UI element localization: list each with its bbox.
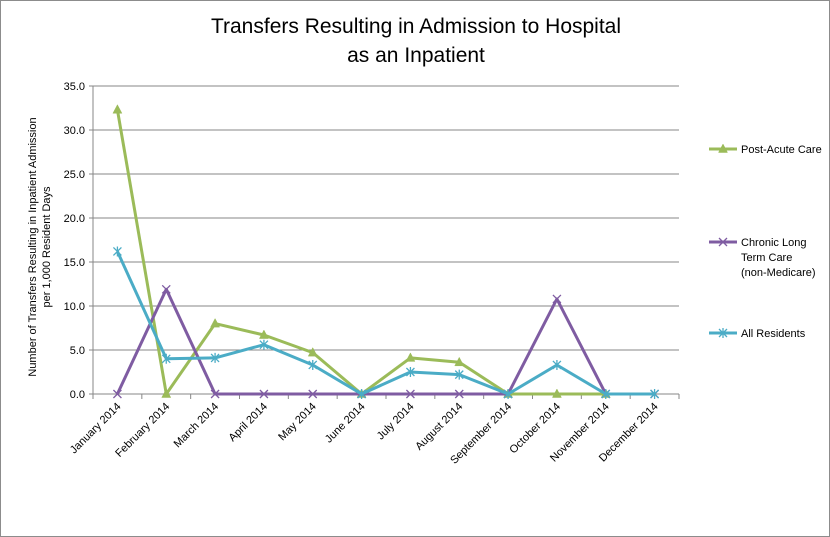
data-point — [161, 284, 171, 294]
legend-entry: Post-Acute Care — [709, 143, 822, 156]
data-point — [718, 143, 728, 153]
data-point — [307, 347, 318, 357]
data-point — [405, 389, 415, 399]
data-point — [357, 389, 367, 399]
series-line — [116, 287, 655, 396]
y-tick-label: 15.0 — [64, 257, 85, 269]
data-point — [552, 294, 562, 304]
data-point — [650, 389, 660, 399]
axes: 0.0 5.0 10.0 15.0 20.0 25.0 30.0 35.0 January 20… — [64, 81, 680, 467]
data-point — [552, 359, 562, 370]
y-axis-label-line-2: per 1,000 Resident Days — [41, 186, 53, 308]
x-tick-label: May 2014 — [276, 401, 319, 444]
data-point — [259, 339, 269, 350]
series-line — [116, 250, 655, 396]
series-1 — [112, 104, 611, 398]
legend-label: Post-Acute Care — [741, 144, 822, 156]
data-point — [210, 389, 220, 399]
y-tick-label: 35.0 — [64, 81, 85, 93]
series-2 — [112, 284, 660, 399]
data-point — [112, 389, 122, 399]
x-tick-label: July 2014 — [375, 401, 417, 443]
y-tick-label: 25.0 — [64, 169, 85, 181]
chart-title-line-2: as an Inpatient — [347, 44, 485, 67]
series-3 — [112, 246, 660, 399]
data-point — [718, 328, 728, 338]
data-point — [552, 388, 562, 398]
y-tick-label: 0.0 — [70, 389, 85, 401]
legend-entry: Chronic Long Term Care (non-Medicare) — [709, 237, 816, 279]
data-point — [454, 389, 464, 399]
y-tick-label: 10.0 — [64, 301, 85, 313]
y-tick-label: 20.0 — [64, 213, 85, 225]
x-tick-label: April 2014 — [227, 401, 271, 445]
x-tick-label: March 2014 — [172, 401, 222, 451]
data-point — [405, 367, 415, 377]
legend-label: (non-Medicare) — [741, 267, 816, 279]
data-point — [454, 369, 464, 380]
y-tick-label: 5.0 — [70, 345, 85, 357]
series-group — [112, 104, 660, 399]
legend-entry: All Residents — [709, 328, 806, 340]
chart-title-line-1: Transfers Resulting in Admission to Hosp… — [211, 15, 621, 38]
legend: Post-Acute Care Chronic Long Term Care (non… — [709, 143, 822, 340]
y-axis-label-line-1: Number of Transfers Resulting in Inpatie… — [27, 117, 39, 376]
data-point — [405, 352, 416, 362]
data-point — [112, 246, 122, 257]
data-point — [601, 389, 611, 399]
gridlines — [93, 85, 679, 351]
x-tick-label: January 2014 — [68, 401, 124, 457]
data-point — [210, 352, 220, 363]
data-point — [210, 318, 220, 328]
x-tick-label: August 2014 — [413, 401, 465, 453]
legend-label: All Residents — [741, 328, 806, 340]
y-tick-label: 30.0 — [64, 125, 85, 137]
legend-label: Chronic Long — [741, 237, 806, 249]
x-tick-label: October 2014 — [507, 401, 563, 457]
data-point — [112, 104, 123, 114]
data-point — [718, 237, 728, 247]
data-point — [259, 389, 269, 399]
legend-label: Term Care — [741, 252, 792, 264]
data-point — [503, 389, 513, 399]
data-point — [454, 356, 465, 367]
series-line — [115, 109, 606, 396]
data-point — [308, 359, 318, 370]
data-point — [161, 353, 171, 364]
data-point — [161, 388, 172, 398]
x-tick-label: June 2014 — [323, 401, 368, 446]
data-point — [308, 389, 318, 399]
data-point — [259, 329, 269, 339]
